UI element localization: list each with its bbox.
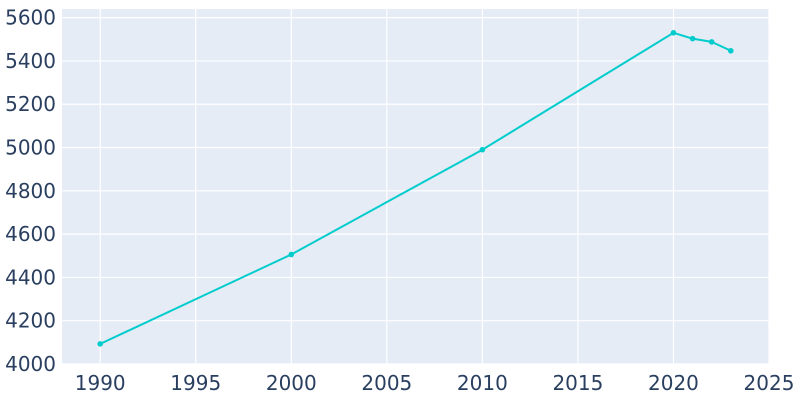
- data-point-2010: [479, 146, 486, 153]
- x-tick-label-2025: 2025: [744, 371, 795, 395]
- x-tick-label-1995: 1995: [170, 371, 221, 395]
- y-tick-label-5000: 5000: [5, 136, 56, 160]
- x-tick-label-2015: 2015: [552, 371, 603, 395]
- x-tick-label-2010: 2010: [457, 371, 508, 395]
- data-point-2021: [689, 35, 696, 42]
- y-tick-label-4600: 4600: [5, 222, 56, 246]
- y-tick-label-4000: 4000: [5, 352, 56, 376]
- data-point-2022: [708, 39, 715, 45]
- y-tick-label-4800: 4800: [5, 179, 56, 203]
- x-tick-label-2000: 2000: [266, 371, 317, 395]
- y-tick-label-5400: 5400: [5, 49, 56, 73]
- data-point-2000: [288, 251, 295, 258]
- data-point-2023: [727, 47, 734, 54]
- y-axis-ticks: 4000 4200 4400 4600 4800 5000 5200 5400 5600: [5, 6, 56, 376]
- y-gridlines: [62, 17, 769, 365]
- y-tick-label-5600: 5600: [5, 6, 56, 30]
- x-gridlines: [99, 9, 770, 364]
- x-tick-label-2020: 2020: [648, 371, 699, 395]
- data-point-2020: [670, 30, 677, 36]
- y-tick-label-5200: 5200: [5, 92, 56, 116]
- x-axis-ticks: 1990 1995 2000 2005 2010 2015 2020 2025: [75, 371, 795, 395]
- data-point-1990: [97, 341, 104, 347]
- x-tick-label-2005: 2005: [361, 371, 412, 395]
- series-layer: [97, 30, 734, 347]
- y-tick-label-4200: 4200: [5, 309, 56, 333]
- x-tick-label-1990: 1990: [75, 371, 126, 395]
- y-tick-label-4400: 4400: [5, 265, 56, 289]
